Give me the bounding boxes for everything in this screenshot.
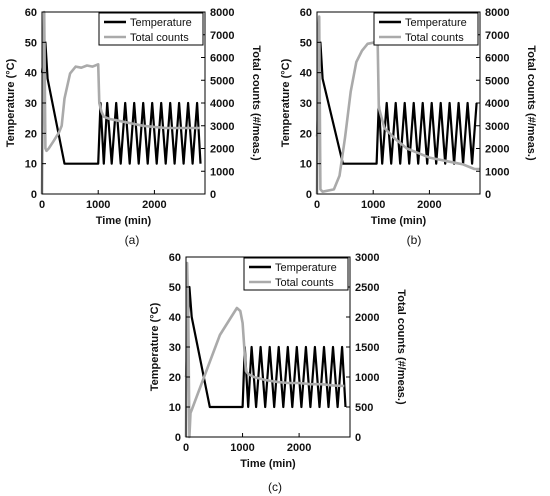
y2-tick-label: 1000 [355, 372, 379, 384]
series-line-total-counts [184, 261, 345, 439]
y2-tick-label: 5000 [485, 75, 509, 87]
y2-tick-label: 2000 [355, 312, 379, 324]
legend: Temperature Total counts [98, 12, 204, 46]
x-tick-label: 2000 [417, 199, 441, 211]
y2-tick-label: 1500 [355, 342, 379, 354]
x-tick-label: 0 [314, 199, 320, 211]
y-tick-label: 30 [25, 98, 37, 110]
y-tick-label: 50 [169, 282, 181, 294]
y-tick-label: 10 [300, 159, 312, 171]
x-tick-label: 2000 [142, 199, 166, 211]
legend: Temperature Total counts [243, 257, 349, 291]
y-tick-label: 30 [300, 98, 312, 110]
y2-tick-label: 2000 [210, 144, 234, 156]
y2-axis-label: Total counts (#/meas.) [250, 45, 262, 161]
y2-tick-label: 6000 [210, 53, 234, 65]
y-tick-label: 60 [169, 252, 181, 264]
y-axis-label: Temperature (°C) [5, 58, 17, 147]
y-tick-label: 30 [169, 342, 181, 354]
y2-tick-label: 4000 [210, 98, 234, 110]
x-tick-label: 2000 [287, 442, 311, 454]
y2-tick-label: 2000 [485, 144, 509, 156]
y-tick-label: 40 [169, 312, 181, 324]
y2-tick-label: 5000 [210, 75, 234, 87]
legend-box [243, 257, 349, 291]
x-axis-label: Time (min) [96, 215, 152, 227]
x-tick-label: 0 [183, 442, 189, 454]
y2-tick-label: 3000 [485, 121, 509, 133]
y2-tick-label: 4000 [485, 98, 509, 110]
y-tick-label: 60 [25, 7, 37, 19]
y-tick-label: 20 [169, 372, 181, 384]
y2-tick-label: 3000 [210, 121, 234, 133]
y2-tick-label: 500 [355, 402, 373, 414]
y-tick-label: 0 [306, 189, 312, 201]
y-axis-label: Temperature (°C) [149, 302, 161, 391]
chart-panel-0: 0 10 20 30 40 50 60 0 1000 2000 3000 4000 5000 6000 70… [5, 7, 262, 247]
x-tick-label: 1000 [230, 442, 254, 454]
y-tick-label: 0 [31, 189, 37, 201]
y-axis-label: Temperature (°C) [280, 58, 292, 147]
legend-box [373, 12, 479, 46]
legend-entry-label: Temperature [275, 262, 337, 274]
y-tick-label: 20 [300, 128, 312, 140]
y-tick-label: 50 [300, 37, 312, 49]
y2-tick-label: 7000 [210, 30, 234, 42]
series-line-temperature [184, 285, 347, 409]
y2-tick-label: 6000 [485, 53, 509, 65]
y2-tick-label: 7000 [485, 30, 509, 42]
y2-axis-label: Total counts (#/meas.) [395, 289, 407, 405]
series-line-total-counts [40, 10, 200, 195]
x-tick-label: 1000 [361, 199, 385, 211]
y2-tick-label: 1000 [485, 166, 509, 178]
y2-tick-label: 0 [210, 189, 216, 201]
legend-entry-label: Total counts [130, 32, 189, 44]
y-tick-label: 40 [300, 68, 312, 80]
series-line-temperature [40, 41, 202, 165]
y-tick-label: 40 [25, 68, 37, 80]
chart-panel-2: 0 10 20 30 40 50 60 0 500 1000 1500 2000 2500 3000 0 10… [149, 252, 407, 494]
figure-caption: (a) [125, 233, 140, 247]
x-tick-label: 0 [39, 199, 45, 211]
x-tick-label: 1000 [86, 199, 110, 211]
y2-tick-label: 2500 [355, 282, 379, 294]
y-tick-label: 20 [25, 128, 37, 140]
y2-tick-label: 0 [355, 432, 361, 444]
legend-entry-label: Temperature [130, 17, 192, 29]
x-axis-label: Time (min) [240, 458, 296, 470]
figure-caption: (c) [268, 480, 282, 494]
y2-tick-label: 8000 [210, 7, 234, 19]
legend: Temperature Total counts [373, 12, 479, 46]
y2-axis-label: Total counts (#/meas.) [525, 45, 537, 161]
y2-tick-label: 1000 [210, 166, 234, 178]
figure-caption: (b) [407, 233, 422, 247]
y2-tick-label: 3000 [355, 252, 379, 264]
series-line-temperature [315, 41, 478, 165]
y-tick-label: 50 [25, 37, 37, 49]
y2-tick-label: 8000 [485, 7, 509, 19]
y-tick-label: 0 [175, 432, 181, 444]
legend-entry-label: Total counts [275, 277, 334, 289]
y2-tick-label: 0 [485, 189, 491, 201]
legend-entry-label: Total counts [405, 32, 464, 44]
y-tick-label: 60 [300, 7, 312, 19]
y-tick-label: 10 [25, 159, 37, 171]
legend-entry-label: Temperature [405, 17, 467, 29]
legend-box [98, 12, 204, 46]
chart-panel-1: 0 10 20 30 40 50 60 0 1000 2000 3000 4000 5000 6000 70… [280, 7, 537, 247]
y-tick-label: 10 [169, 402, 181, 414]
x-axis-label: Time (min) [371, 215, 427, 227]
